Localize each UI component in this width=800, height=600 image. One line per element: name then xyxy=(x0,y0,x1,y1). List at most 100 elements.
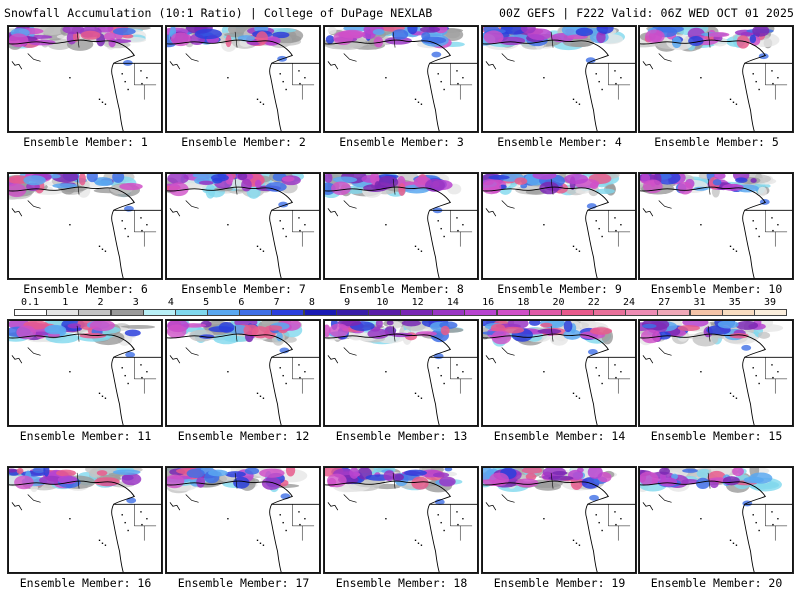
legend-color-swatch xyxy=(560,309,594,316)
ensemble-member-caption: Ensemble Member: 18 xyxy=(335,576,468,590)
ensemble-map-panel xyxy=(638,466,794,574)
ensemble-member-caption: Ensemble Member: 6 xyxy=(23,282,148,296)
legend-color-swatch xyxy=(174,309,208,316)
coastline xyxy=(482,186,610,279)
coastline xyxy=(166,333,294,426)
legend-tick-label: 8 xyxy=(308,297,315,308)
snowfall-map xyxy=(324,173,478,279)
coastline xyxy=(482,480,610,573)
ensemble-member-caption: Ensemble Member: 19 xyxy=(493,576,626,590)
legend-tick-label: 9 xyxy=(344,297,351,308)
legend-tick-label: 7 xyxy=(273,297,280,308)
ensemble-member-caption: Ensemble Member: 14 xyxy=(493,429,626,443)
panel-frame xyxy=(166,320,320,426)
snowfall-map xyxy=(166,467,320,573)
legend-color-swatch xyxy=(14,309,48,316)
coastline xyxy=(8,480,136,573)
snowfall-map xyxy=(8,26,162,132)
snowfall-map xyxy=(639,173,793,279)
snowfall-shading xyxy=(482,320,613,355)
legend-tick-label: 27 xyxy=(658,297,671,308)
ensemble-map-panel xyxy=(323,25,479,133)
snowfall-map xyxy=(166,173,320,279)
legend-color-swatch xyxy=(142,309,176,316)
panel-frame xyxy=(166,173,320,279)
ensemble-member-caption: Ensemble Member: 9 xyxy=(497,282,622,296)
ensemble-map-panel xyxy=(638,172,794,280)
legend-color-swatch xyxy=(753,309,787,316)
snowfall-map xyxy=(166,320,320,426)
legend-tick-label: 14 xyxy=(446,297,459,308)
panel-frame xyxy=(324,320,478,426)
snowfall-shading xyxy=(166,173,305,208)
snowfall-map xyxy=(482,26,636,132)
legend-tick-label: 16 xyxy=(482,297,495,308)
snowfall-map xyxy=(8,467,162,573)
legend-color-swatch xyxy=(271,309,305,316)
snowfall-shading xyxy=(166,26,304,62)
snowfall-shading xyxy=(639,26,780,60)
legend-color-swatch xyxy=(303,309,337,316)
legend-color-swatch xyxy=(593,309,627,316)
ensemble-member-caption: Ensemble Member: 1 xyxy=(23,135,148,149)
coastline xyxy=(166,480,294,573)
ensemble-map-panel xyxy=(481,25,637,133)
panel-frame xyxy=(639,320,793,426)
coastline xyxy=(166,186,294,279)
legend-color-swatch xyxy=(207,309,241,316)
panel-frame xyxy=(639,173,793,279)
panel-frame xyxy=(482,320,636,426)
ensemble-member-caption: Ensemble Member: 10 xyxy=(650,282,783,296)
coastline xyxy=(8,333,136,426)
snowfall-color-legend: 0.1 1 2 3 4 5 6 7 8 9 10 12 14 16 18 20 22 24 27 31 35 39 xyxy=(14,297,787,317)
ensemble-map-panel xyxy=(323,172,479,280)
coastline xyxy=(166,39,294,132)
legend-color-swatch xyxy=(110,309,144,316)
legend-color-swatch xyxy=(335,309,369,316)
panel-frame xyxy=(324,467,478,573)
snowfall-shading xyxy=(639,320,784,351)
snowfall-map xyxy=(482,320,636,426)
panel-frame xyxy=(166,26,320,132)
panel-frame xyxy=(482,26,636,132)
coastline xyxy=(8,186,136,279)
legend-color-swatch xyxy=(496,309,530,316)
snowfall-shading xyxy=(166,467,308,500)
snowfall-shading xyxy=(166,320,303,354)
coastline xyxy=(324,333,452,426)
legend-tick-label: 0.1 xyxy=(20,297,40,308)
legend-tick-label: 4 xyxy=(167,297,174,308)
ensemble-member-caption: Ensemble Member: 12 xyxy=(177,429,310,443)
snowfall-map xyxy=(166,26,320,132)
ensemble-member-caption: Ensemble Member: 16 xyxy=(19,576,152,590)
ensemble-map-panel xyxy=(323,466,479,574)
ensemble-map-panel xyxy=(481,466,637,574)
ensemble-map-panel xyxy=(7,319,163,427)
ensemble-member-caption: Ensemble Member: 17 xyxy=(177,576,310,590)
panel-frame xyxy=(8,467,162,573)
snowfall-shading xyxy=(482,467,618,501)
snowfall-shading xyxy=(324,467,463,505)
legend-color-swatch xyxy=(432,309,466,316)
legend-tick-label: 22 xyxy=(587,297,600,308)
legend-tick-label: 3 xyxy=(132,297,139,308)
ensemble-map-panel xyxy=(165,172,321,280)
panel-frame xyxy=(482,467,636,573)
legend-tick-label: 20 xyxy=(552,297,565,308)
coastline xyxy=(8,39,136,132)
ensemble-member-caption: Ensemble Member: 15 xyxy=(650,429,783,443)
ensemble-member-caption: Ensemble Member: 3 xyxy=(339,135,464,149)
legend-tick-label: 10 xyxy=(376,297,389,308)
snowfall-shading xyxy=(639,173,777,205)
legend-tick-label: 12 xyxy=(411,297,424,308)
coastline xyxy=(482,39,610,132)
legend-color-swatch xyxy=(367,309,401,316)
panel-frame xyxy=(166,467,320,573)
panel-frame xyxy=(324,26,478,132)
ensemble-member-caption: Ensemble Member: 7 xyxy=(181,282,306,296)
legend-tick-label: 5 xyxy=(203,297,210,308)
legend-color-swatch xyxy=(528,309,562,316)
ensemble-map-panel xyxy=(638,25,794,133)
ensemble-member-caption: Ensemble Member: 8 xyxy=(339,282,464,296)
coastline xyxy=(482,333,610,426)
